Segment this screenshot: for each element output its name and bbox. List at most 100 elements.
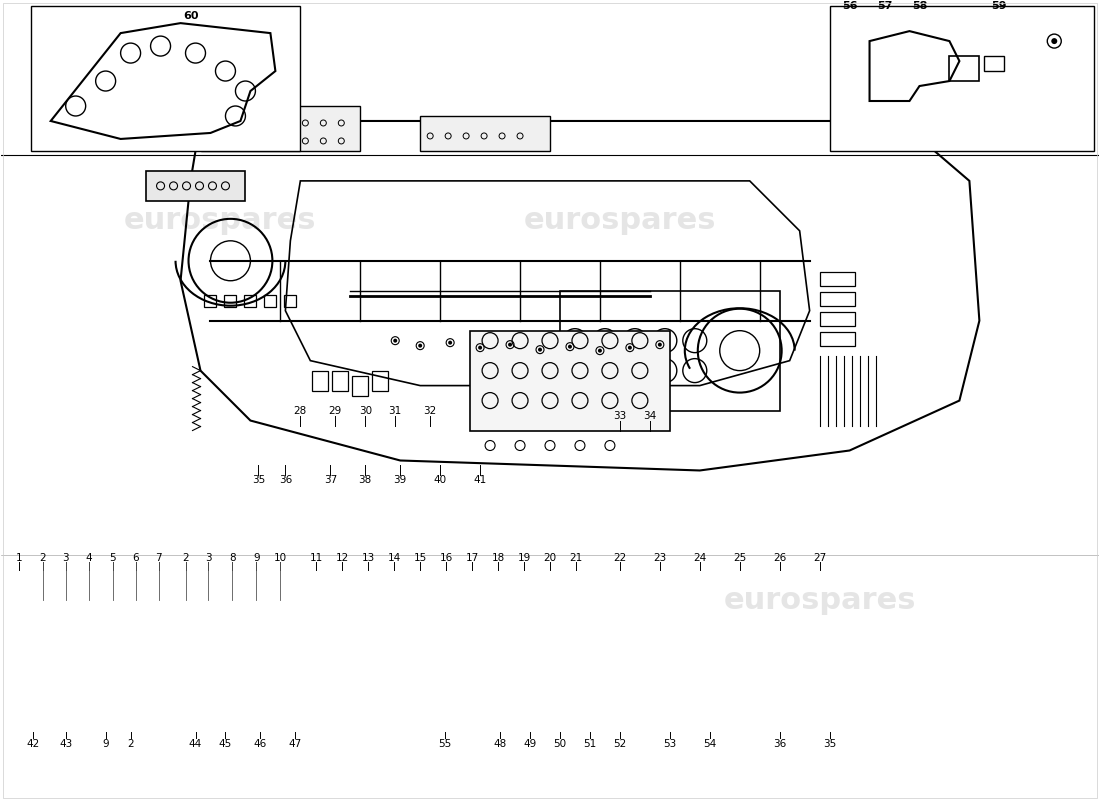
Circle shape (658, 342, 662, 346)
Bar (470, 330, 670, 430)
Bar (949, 56, 979, 81)
Text: 29: 29 (329, 406, 342, 415)
Circle shape (478, 346, 482, 350)
Bar (820, 312, 855, 326)
Text: eurospares: eurospares (724, 586, 916, 614)
Text: 5: 5 (109, 554, 116, 563)
Text: 51: 51 (583, 739, 596, 749)
Text: 53: 53 (663, 739, 676, 749)
Text: 39: 39 (394, 475, 407, 486)
Bar (31, 6, 300, 151)
Text: 6: 6 (132, 554, 139, 563)
Text: 27: 27 (813, 554, 826, 563)
Text: 38: 38 (359, 475, 372, 486)
Text: 40: 40 (433, 475, 447, 486)
Text: 56: 56 (842, 1, 857, 11)
Text: 25: 25 (733, 554, 747, 563)
Text: 42: 42 (26, 739, 40, 749)
Text: 3: 3 (206, 554, 212, 563)
Text: 10: 10 (274, 554, 287, 563)
Circle shape (538, 348, 542, 352)
Bar (205, 294, 217, 306)
Bar (820, 292, 855, 306)
Text: 14: 14 (387, 554, 400, 563)
Text: 15: 15 (414, 554, 427, 563)
Text: 28: 28 (294, 406, 307, 415)
Bar (332, 370, 349, 390)
Text: eurospares: eurospares (524, 206, 716, 235)
Text: 22: 22 (614, 554, 627, 563)
Text: 23: 23 (653, 554, 667, 563)
Text: 2: 2 (128, 739, 134, 749)
Text: 57: 57 (877, 1, 892, 11)
Text: 45: 45 (219, 739, 232, 749)
Text: 16: 16 (440, 554, 453, 563)
Bar (352, 376, 368, 395)
Text: 8: 8 (229, 554, 235, 563)
Text: 43: 43 (59, 739, 73, 749)
Text: 32: 32 (424, 406, 437, 415)
Text: 30: 30 (359, 406, 372, 415)
Circle shape (418, 344, 422, 348)
Text: 52: 52 (614, 739, 627, 749)
Circle shape (568, 345, 572, 349)
Text: 35: 35 (252, 475, 265, 486)
Bar (984, 56, 1004, 71)
Text: 2: 2 (40, 554, 46, 563)
Circle shape (393, 338, 397, 342)
Text: 9: 9 (102, 739, 109, 749)
Text: 47: 47 (288, 739, 302, 749)
Circle shape (1052, 38, 1057, 44)
Text: 9: 9 (253, 554, 260, 563)
Text: 58: 58 (912, 1, 927, 11)
Text: 13: 13 (362, 554, 375, 563)
Text: 4: 4 (86, 554, 92, 563)
Bar (829, 6, 1094, 151)
Circle shape (628, 346, 631, 350)
Text: 48: 48 (494, 739, 507, 749)
Text: 2: 2 (183, 554, 189, 563)
Text: 36: 36 (773, 739, 786, 749)
Bar (200, 106, 361, 151)
Text: 1: 1 (15, 554, 22, 563)
Text: 35: 35 (823, 739, 836, 749)
Circle shape (598, 349, 602, 353)
Text: 33: 33 (614, 410, 627, 421)
Text: 41: 41 (473, 475, 486, 486)
Text: 7: 7 (155, 554, 162, 563)
Circle shape (448, 341, 452, 345)
Text: 17: 17 (465, 554, 478, 563)
Text: 54: 54 (703, 739, 716, 749)
Text: eurospares: eurospares (124, 206, 317, 235)
Bar (420, 116, 550, 151)
Text: 49: 49 (524, 739, 537, 749)
Text: 20: 20 (543, 554, 557, 563)
Text: 34: 34 (644, 410, 657, 421)
Bar (285, 294, 296, 306)
Bar (224, 294, 236, 306)
Bar (372, 370, 388, 390)
Text: 46: 46 (254, 739, 267, 749)
Bar (820, 332, 855, 346)
Text: 18: 18 (492, 554, 505, 563)
Bar (264, 294, 276, 306)
Text: 11: 11 (310, 554, 323, 563)
Text: 37: 37 (323, 475, 337, 486)
Text: 24: 24 (693, 554, 706, 563)
Bar (145, 171, 245, 201)
Text: 50: 50 (553, 739, 566, 749)
Text: 60: 60 (183, 11, 198, 21)
Text: 12: 12 (336, 554, 349, 563)
Text: 3: 3 (63, 554, 69, 563)
Text: 21: 21 (570, 554, 583, 563)
Text: 59: 59 (991, 1, 1008, 11)
Text: 19: 19 (517, 554, 530, 563)
Text: 44: 44 (189, 739, 202, 749)
Text: 26: 26 (773, 554, 786, 563)
Text: 31: 31 (388, 406, 401, 415)
Bar (312, 370, 328, 390)
Bar (820, 272, 855, 286)
Text: 55: 55 (439, 739, 452, 749)
Circle shape (508, 342, 513, 346)
Bar (560, 290, 780, 410)
